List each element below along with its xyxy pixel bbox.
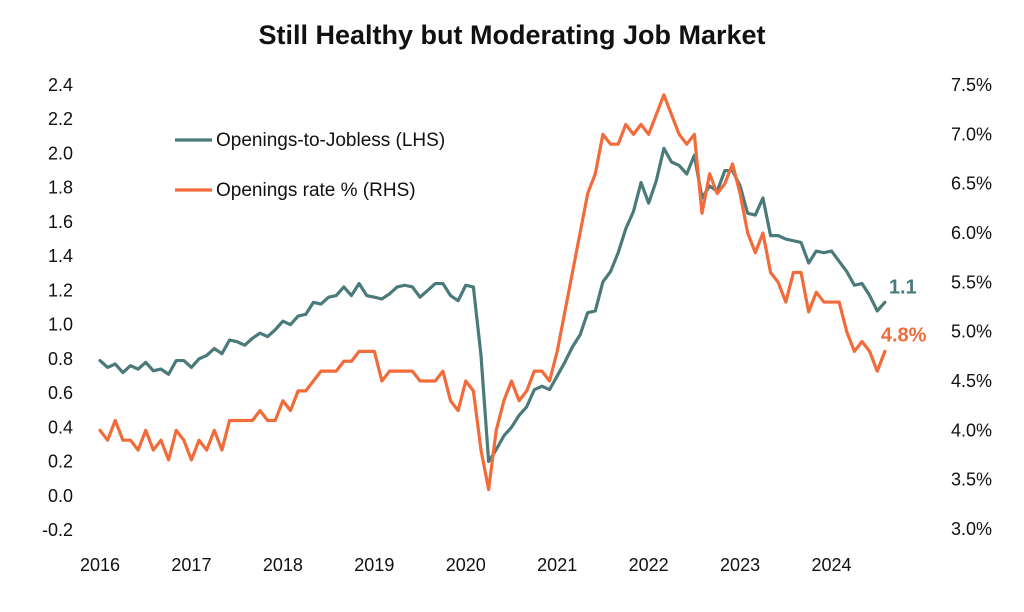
right-tick-label: 3.0% xyxy=(951,519,992,539)
left-tick-label: 1.6 xyxy=(48,212,73,232)
left-axis-ticks: -0.2 0.0 0.2 0.4 0.6 0.8 1.0 1.2 1.4 1.6 1.8 2.0 2.2… xyxy=(42,75,73,540)
left-tick-label: 1.8 xyxy=(48,178,73,198)
left-tick-label: 0.4 xyxy=(48,417,73,437)
x-tick-label: 2018 xyxy=(263,555,303,575)
left-tick-label: 1.4 xyxy=(48,246,73,266)
legend: Openings-to-Jobless (LHS) Openings rate %… xyxy=(175,130,445,201)
x-tick-label: 2021 xyxy=(537,555,577,575)
left-tick-label: 2.2 xyxy=(48,109,73,129)
right-tick-label: 4.5% xyxy=(951,371,992,391)
end-label-0: 1.1 xyxy=(889,276,917,298)
left-tick-label: 0.2 xyxy=(48,452,73,472)
right-tick-label: 6.0% xyxy=(951,223,992,243)
right-tick-label: 5.0% xyxy=(951,322,992,342)
right-tick-label: 7.0% xyxy=(951,124,992,144)
left-tick-label: 0.0 xyxy=(48,486,73,506)
left-tick-label: -0.2 xyxy=(42,520,73,540)
left-tick-label: 0.6 xyxy=(48,383,73,403)
end-labels: 1.1 4.8% xyxy=(881,276,927,346)
left-tick-label: 0.8 xyxy=(48,349,73,369)
left-tick-label: 1.0 xyxy=(48,315,73,335)
series-layer xyxy=(98,93,887,492)
left-tick-label: 2.0 xyxy=(48,143,73,163)
right-tick-label: 5.5% xyxy=(951,272,992,292)
right-tick-label: 7.5% xyxy=(951,75,992,95)
end-label-1: 4.8% xyxy=(881,324,927,346)
series-line-1 xyxy=(98,93,887,492)
legend-label-1: Openings rate % (RHS) xyxy=(216,180,416,201)
x-axis-ticks: 2016 2017 2018 2019 2020 2021 2022 2023 2024 xyxy=(80,555,852,575)
right-tick-label: 4.0% xyxy=(951,420,992,440)
left-tick-label: 2.4 xyxy=(48,75,73,95)
x-tick-label: 2016 xyxy=(80,555,120,575)
right-axis-ticks: 3.0% 3.5% 4.0% 4.5% 5.0% 5.5% 6.0% 6.5% 7.0% 7.5% xyxy=(951,75,992,539)
legend-label-0: Openings-to-Jobless (LHS) xyxy=(216,130,445,151)
left-tick-label: 1.2 xyxy=(48,280,73,300)
x-tick-label: 2024 xyxy=(811,555,851,575)
x-tick-label: 2023 xyxy=(720,555,760,575)
right-tick-label: 6.5% xyxy=(951,174,992,194)
x-tick-label: 2017 xyxy=(171,555,211,575)
x-tick-label: 2020 xyxy=(446,555,486,575)
x-tick-label: 2019 xyxy=(354,555,394,575)
chart-title: Still Healthy but Moderating Job Market xyxy=(258,20,765,50)
right-tick-label: 3.5% xyxy=(951,470,992,490)
x-tick-label: 2022 xyxy=(629,555,669,575)
